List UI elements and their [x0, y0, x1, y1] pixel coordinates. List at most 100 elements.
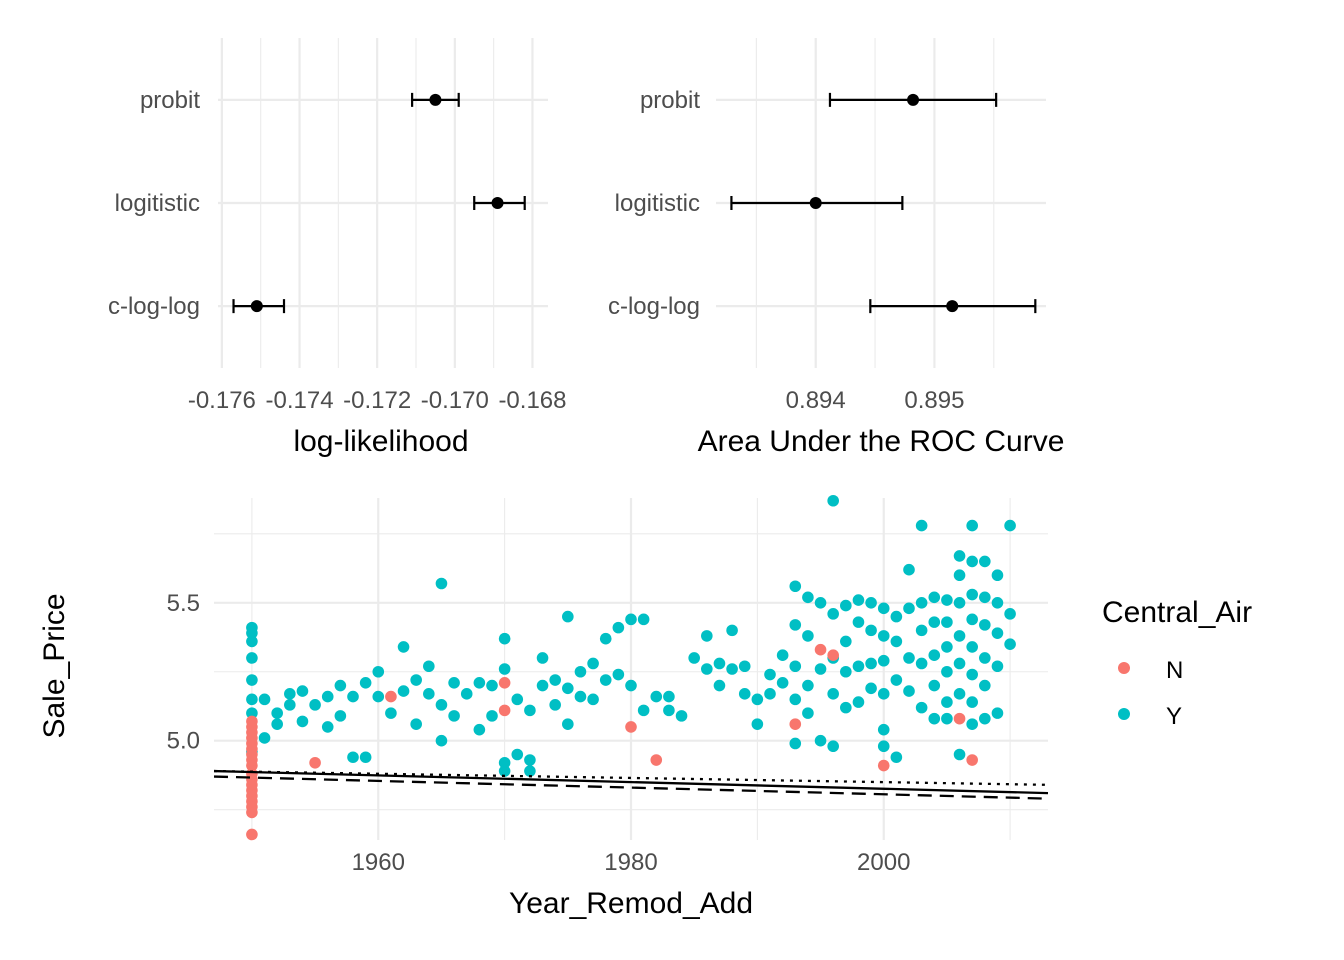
scatter-x-tick-label: 1980: [604, 849, 657, 876]
scatter-point-y: [928, 649, 941, 662]
loglik-x-tick-label: -0.172: [343, 387, 411, 414]
scatter-point-y: [966, 641, 978, 653]
scatter-point-y: [903, 602, 915, 615]
scatter-point-y: [625, 613, 637, 626]
scatter-point-y: [587, 657, 599, 670]
scatter-point-y: [941, 665, 953, 678]
auc-y-tick-label: c-log-log: [608, 293, 700, 320]
scatter-point-y: [915, 624, 928, 637]
scatter-point-y: [663, 704, 675, 717]
scatter-point-y: [296, 715, 309, 728]
scatter-point-y: [511, 748, 524, 761]
scatter-point-n: [309, 756, 321, 769]
scatter-point-y: [928, 591, 941, 604]
scatter-point-y: [701, 663, 713, 675]
scatter-point-y: [726, 663, 738, 675]
scatter-point-y: [536, 652, 549, 664]
scatter-point-y: [309, 699, 321, 711]
scatter-point-y: [511, 693, 524, 706]
auc-panel: 0.894 0.895 c-log-log logitistic probit: [608, 38, 1046, 414]
scatter-point-y: [359, 751, 372, 764]
scatter-point-y: [612, 621, 625, 634]
scatter-point-n: [953, 712, 966, 725]
scatter-point-y: [246, 635, 258, 648]
scatter-point-y: [473, 723, 486, 736]
scatter-point-y: [941, 594, 953, 606]
scatter-point-y: [460, 688, 473, 700]
scatter-point-n: [385, 690, 397, 703]
auc-x-tick-label: 0.895: [904, 387, 964, 414]
scatter-point-y: [827, 494, 839, 507]
scatter-point-y: [941, 712, 953, 725]
scatter-point-y: [562, 610, 574, 623]
scatter-point-y: [789, 619, 802, 631]
auc-point: [907, 93, 920, 106]
scatter-point-y: [979, 555, 991, 568]
scatter-point-y: [890, 674, 903, 686]
scatter-point-y: [663, 690, 675, 703]
scatter-point-y: [562, 682, 574, 695]
loglik-y-tick-label: probit: [140, 87, 200, 114]
reference-line-solid: [213, 769, 1049, 795]
scatter-point-y: [347, 690, 359, 703]
scatter-point-y: [246, 627, 258, 639]
scatter-point-y: [334, 710, 347, 722]
scatter-point-y: [941, 641, 953, 653]
scatter-point-y: [385, 707, 397, 719]
scatter-point-y: [903, 563, 915, 576]
legend-key-y: [1118, 708, 1130, 720]
scatter-point-y: [814, 663, 827, 675]
scatter-point-y: [321, 690, 334, 703]
scatter-point-y: [423, 688, 435, 700]
scatter-point-y: [941, 696, 953, 708]
scatter-point-y: [979, 679, 991, 692]
loglik-y-tick-label: logitistic: [115, 190, 200, 217]
auc-y-tick-label: logitistic: [615, 190, 700, 217]
scatter-point-y: [877, 602, 890, 615]
legend-title: Central_Air: [1102, 596, 1252, 629]
scatter-point-y: [498, 756, 511, 769]
scatter-point-y: [852, 660, 865, 673]
scatter-point-y: [802, 707, 814, 719]
scatter-point-y: [650, 690, 663, 703]
scatter-point-y: [789, 660, 802, 673]
auc-y-tick-label: probit: [640, 87, 700, 114]
scatter-point-y: [498, 765, 511, 777]
scatter-point-y: [524, 754, 536, 766]
scatter-point-y: [435, 577, 448, 590]
scatter-point-y: [334, 679, 347, 692]
scatter-point-y: [953, 550, 966, 562]
scatter-point-y: [827, 688, 839, 700]
scatter-y-tick-label: 5.0: [167, 728, 200, 755]
scatter-point-y: [486, 679, 498, 692]
scatter-point-y: [448, 710, 460, 722]
auc-x-tick-label: 0.894: [786, 387, 846, 414]
scatter-point-y: [802, 630, 814, 642]
scatter-point-y: [877, 688, 890, 700]
scatter-point-y: [776, 649, 789, 662]
scatter-point-y: [966, 555, 978, 568]
scatter-x-tick-label: 1960: [352, 849, 405, 876]
reference-line-dashed: [213, 775, 1049, 800]
scatter-point-y: [789, 580, 802, 593]
scatter-point-y: [941, 616, 953, 628]
scatter-point-y: [284, 699, 296, 711]
scatter-point-y: [321, 721, 334, 733]
scatter-point-y: [814, 734, 827, 747]
scatter-point-y: [953, 748, 966, 761]
scatter-point-y: [903, 685, 915, 697]
scatter-point-y: [903, 652, 915, 664]
scatter-point-n: [498, 704, 511, 717]
scatter-point-y: [991, 660, 1004, 673]
legend-label-n: N: [1166, 657, 1183, 684]
scatter-point-y: [448, 676, 460, 689]
scatter-point-y: [865, 682, 877, 695]
scatter-point-y: [840, 701, 852, 714]
reference-line-dotted: [213, 769, 1049, 786]
scatter-point-y: [877, 723, 890, 736]
legend-label-y: Y: [1166, 703, 1182, 730]
scatter-point-y: [284, 688, 296, 700]
scatter-point-y: [928, 712, 941, 725]
scatter-point-y: [802, 679, 814, 692]
scatter-point-y: [688, 652, 700, 664]
